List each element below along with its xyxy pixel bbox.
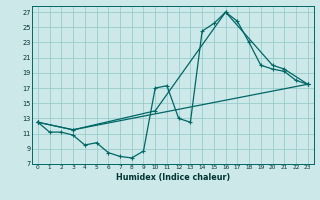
X-axis label: Humidex (Indice chaleur): Humidex (Indice chaleur) — [116, 173, 230, 182]
